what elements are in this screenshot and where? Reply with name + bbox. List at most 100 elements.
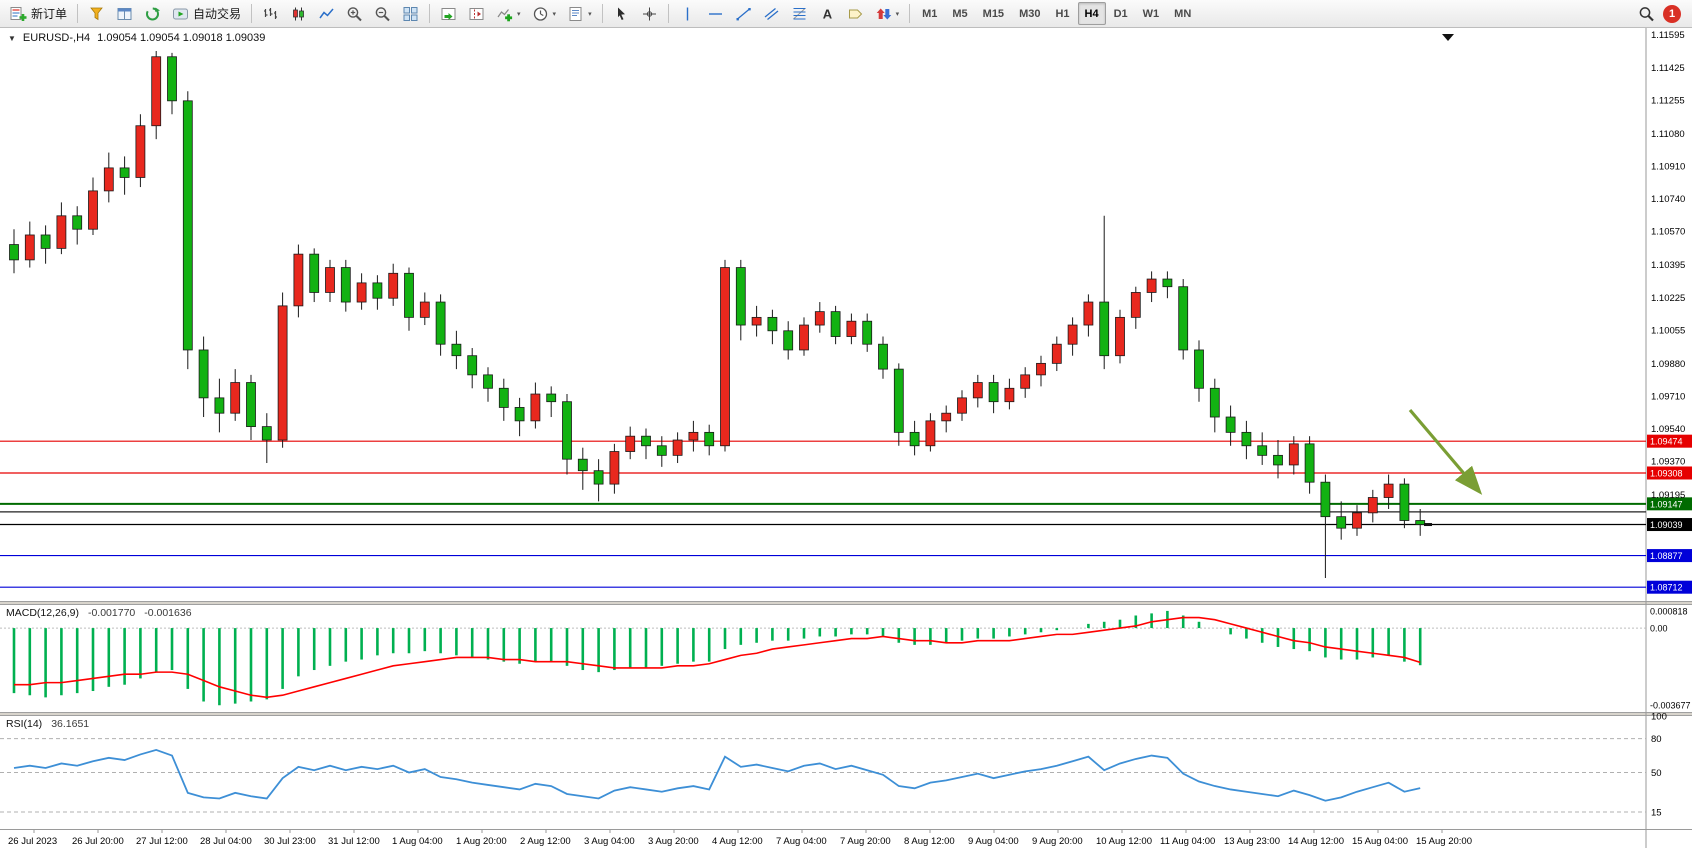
- auto-scroll-button[interactable]: [435, 2, 462, 25]
- svg-text:7 Aug 04:00: 7 Aug 04:00: [776, 836, 827, 847]
- crosshair-button[interactable]: [636, 2, 663, 25]
- search-button[interactable]: [1633, 2, 1660, 25]
- line-chart-button[interactable]: [313, 2, 340, 25]
- cursor-icon: [617, 7, 625, 20]
- svg-text:15 Aug 20:00: 15 Aug 20:00: [1416, 836, 1472, 847]
- svg-text:50: 50: [1651, 768, 1662, 779]
- candlestick-chart-button[interactable]: [285, 2, 312, 25]
- indicators-button[interactable]: ▾: [491, 2, 526, 25]
- vertical-line-button[interactable]: [674, 2, 701, 25]
- svg-text:2 Aug 12:00: 2 Aug 12:00: [520, 836, 571, 847]
- chart-canvas[interactable]: 1.09474 1.09308 1.09147 1.09039 1.08877 1.087…: [0, 28, 1692, 854]
- horizontal-line-icon: [708, 12, 722, 15]
- fibonacci-button[interactable]: [786, 2, 813, 25]
- periods-button[interactable]: ▾: [527, 2, 562, 25]
- auto-trading-label: 自动交易: [193, 7, 242, 21]
- symbol-period-label: EURUSD-,H4: [22, 32, 91, 44]
- timeframe-m5-button[interactable]: M5: [952, 7, 968, 20]
- svg-text:1.10570: 1.10570: [1651, 227, 1685, 238]
- trendline-button[interactable]: [730, 2, 757, 25]
- svg-text:1.09710: 1.09710: [1651, 391, 1685, 402]
- svg-text:0.00: 0.00: [1650, 624, 1668, 634]
- svg-text:28 Jul 04:00: 28 Jul 04:00: [200, 836, 252, 847]
- timeframe-h4-button[interactable]: H4: [1077, 2, 1106, 25]
- line-chart-icon: [319, 8, 334, 18]
- toolbar-separator: [909, 4, 911, 23]
- zoom-out-button[interactable]: [369, 2, 396, 25]
- history-icon: [146, 7, 161, 20]
- timeframe-d1-button[interactable]: D1: [1113, 7, 1128, 20]
- timeframe-w1-button[interactable]: W1: [1142, 7, 1160, 20]
- rsi-line: [13, 748, 1421, 802]
- ohlc-values: 1.09054 1.09054 1.09018 1.09039: [97, 32, 266, 44]
- tile-windows-button[interactable]: [397, 2, 424, 25]
- time-axis-labels: 26 Jul 2023 26 Jul 20:00 27 Jul 12:00 28 Ju…: [8, 829, 1472, 847]
- chart-shift-icon: [469, 7, 484, 20]
- tile-windows-icon: [403, 6, 418, 21]
- price-tag: 1.08712: [1647, 580, 1692, 594]
- svg-text:1.09540: 1.09540: [1651, 424, 1685, 435]
- new-order-label: 新订单: [31, 7, 68, 21]
- notification-badge[interactable]: 1: [1663, 4, 1681, 23]
- timeframe-mn-button[interactable]: MN: [1174, 7, 1192, 20]
- svg-text:1 Aug 20:00: 1 Aug 20:00: [456, 836, 507, 847]
- search-icon: [1639, 6, 1654, 21]
- timeframe-m15-button[interactable]: M15: [982, 7, 1005, 20]
- svg-text:9 Aug 04:00: 9 Aug 04:00: [968, 836, 1019, 847]
- svg-text:1.09039: 1.09039: [1650, 520, 1683, 530]
- equidistant-channel-icon: [764, 7, 778, 20]
- vertical-line-icon: [686, 7, 688, 20]
- templates-button[interactable]: ▾: [562, 2, 597, 25]
- svg-text:1.09474: 1.09474: [1650, 437, 1683, 447]
- price-axis-labels: 1.11595 1.11425 1.11255 1.11080 1.10910 1.107…: [1651, 30, 1685, 501]
- svg-text:1.09195: 1.09195: [1651, 490, 1685, 501]
- label-icon: [848, 9, 862, 18]
- auto-trading-button[interactable]: 自动交易: [167, 2, 246, 25]
- svg-text:13 Aug 23:00: 13 Aug 23:00: [1224, 836, 1280, 847]
- svg-text:1.10395: 1.10395: [1651, 260, 1685, 271]
- svg-text:30 Jul 23:00: 30 Jul 23:00: [264, 836, 316, 847]
- svg-text:1.10910: 1.10910: [1651, 161, 1685, 172]
- timeframe-h1-button[interactable]: H1: [1055, 7, 1070, 20]
- chart-shift-button[interactable]: [463, 2, 490, 25]
- market-watch-button[interactable]: [83, 2, 110, 25]
- svg-text:1.09147: 1.09147: [1650, 499, 1683, 509]
- svg-text:10 Aug 12:00: 10 Aug 12:00: [1096, 836, 1152, 847]
- bar-chart-icon: [264, 7, 278, 19]
- price-tag: 1.09147: [1647, 497, 1692, 511]
- data-window-button[interactable]: [111, 2, 138, 25]
- annotation-arrow[interactable]: [1408, 408, 1483, 495]
- text-label-button[interactable]: [842, 2, 869, 25]
- template-icon: [569, 6, 582, 21]
- arrows-button[interactable]: ▾: [870, 2, 905, 25]
- price-tag: 1.09308: [1647, 466, 1692, 480]
- channel-button[interactable]: [758, 2, 785, 25]
- macd-header: MACD(12,26,9) -0.001770 -0.001636: [6, 607, 192, 619]
- chart-marker-triangle: [1442, 34, 1454, 41]
- new-order-button[interactable]: 新订单: [5, 2, 72, 25]
- main-toolbar: 新订单 自动交易: [0, 0, 1692, 28]
- horizontal-line-button[interactable]: [702, 2, 729, 25]
- zoom-out-icon: [375, 6, 390, 21]
- zoom-in-button[interactable]: [341, 2, 368, 25]
- funnel-icon: [90, 7, 103, 20]
- svg-text:11 Aug 04:00: 11 Aug 04:00: [1160, 836, 1215, 847]
- price-tag: 1.09474: [1647, 434, 1692, 448]
- svg-text:0.000818: 0.000818: [1650, 606, 1688, 616]
- svg-text:1.11425: 1.11425: [1651, 63, 1685, 74]
- bar-chart-button[interactable]: [257, 2, 284, 25]
- timeframe-m1-button[interactable]: M1: [922, 7, 938, 20]
- text-icon: A: [822, 6, 832, 21]
- svg-text:1.09308: 1.09308: [1650, 468, 1683, 478]
- timeframe-m30-button[interactable]: M30: [1019, 7, 1041, 20]
- svg-text:A: A: [822, 6, 832, 21]
- svg-text:1.10225: 1.10225: [1651, 293, 1685, 304]
- svg-text:1.11080: 1.11080: [1651, 129, 1685, 140]
- cursor-button[interactable]: [608, 2, 635, 25]
- text-button[interactable]: A: [814, 2, 841, 25]
- svg-text:14 Aug 12:00: 14 Aug 12:00: [1288, 836, 1344, 847]
- collapse-triangle-icon[interactable]: ▼: [8, 33, 16, 43]
- svg-text:100: 100: [1651, 712, 1667, 723]
- history-center-button[interactable]: [139, 2, 166, 25]
- svg-text:1.08712: 1.08712: [1650, 583, 1683, 593]
